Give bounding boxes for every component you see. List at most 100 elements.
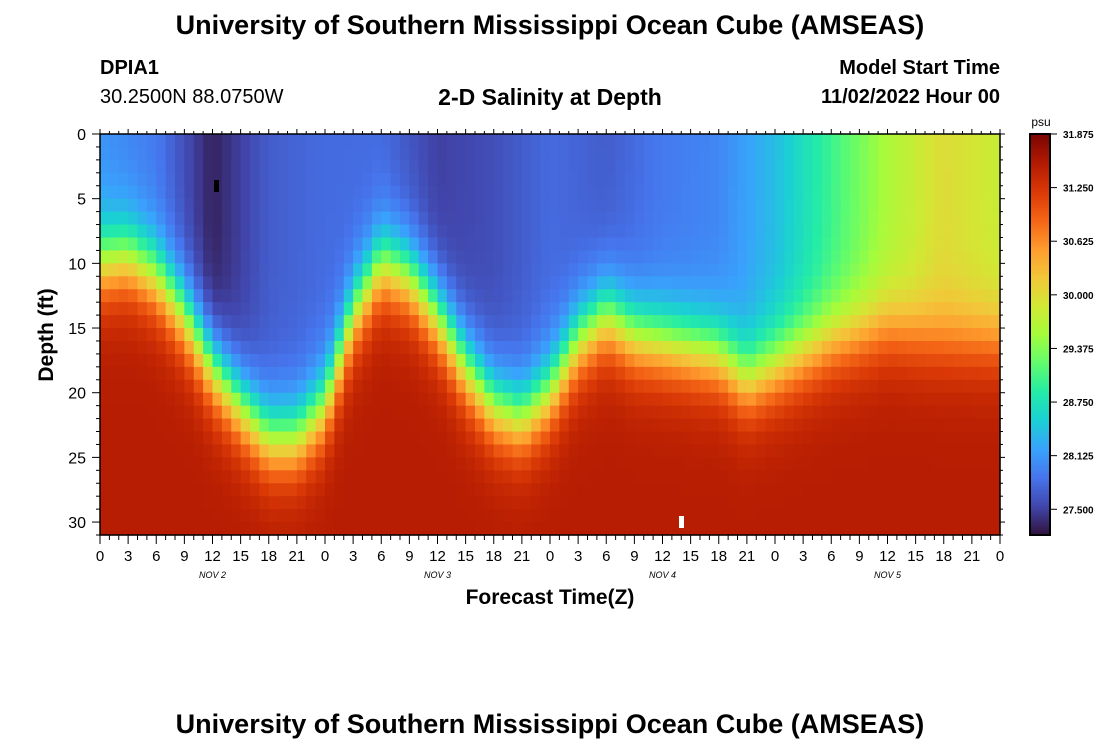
heatmap-cell <box>775 198 785 213</box>
heatmap-cell <box>193 315 204 329</box>
heatmap-cell <box>831 444 842 458</box>
heatmap-cell <box>737 379 748 394</box>
heatmap-cell <box>971 250 982 264</box>
heatmap-cell <box>137 159 148 174</box>
heatmap-cell <box>193 237 204 252</box>
heatmap-cell <box>165 159 176 174</box>
heatmap-cell <box>540 379 551 394</box>
heatmap-cell <box>418 483 429 497</box>
heatmap-cell <box>878 522 889 536</box>
heatmap-cell <box>859 366 870 381</box>
heatmap-cell <box>775 366 785 381</box>
heatmap-cell <box>287 276 298 290</box>
heatmap-cell <box>503 328 514 342</box>
heatmap-cell <box>296 431 307 446</box>
heatmap-cell <box>878 444 889 458</box>
heatmap-cell <box>371 431 382 446</box>
heatmap-cell <box>175 431 185 446</box>
heatmap-cell <box>568 289 579 303</box>
heatmap-cell <box>681 172 692 187</box>
heatmap-cell <box>531 237 542 252</box>
heatmap-cell <box>146 172 157 187</box>
heatmap-cell <box>775 379 785 394</box>
heatmap-cell <box>212 431 223 446</box>
heatmap-cell <box>887 146 898 161</box>
heatmap-cell <box>175 379 185 394</box>
heatmap-cell <box>493 263 504 277</box>
heatmap-cell <box>503 302 514 316</box>
heatmap-cell <box>606 185 617 200</box>
heatmap-cell <box>821 185 832 200</box>
heatmap-cell <box>803 224 814 239</box>
heatmap-cell <box>250 353 260 368</box>
heatmap-cell <box>559 470 570 484</box>
heatmap-cell <box>428 522 439 536</box>
heatmap-cell <box>878 483 889 497</box>
heatmap-cell <box>559 263 570 277</box>
heatmap-cell <box>934 496 945 510</box>
heatmap-cell <box>653 250 664 264</box>
heatmap-cell <box>718 483 729 497</box>
heatmap-cell <box>325 431 335 446</box>
heatmap-cell <box>681 392 692 407</box>
heatmap-cell <box>831 522 842 536</box>
heatmap-cell <box>981 431 992 446</box>
heatmap-cell <box>325 392 335 407</box>
heatmap-cell <box>343 276 354 290</box>
heatmap-cell <box>775 522 785 536</box>
heatmap-cell <box>943 522 954 536</box>
heatmap-cell <box>184 392 195 407</box>
heatmap-cell <box>671 289 682 303</box>
heatmap-cell <box>390 509 401 523</box>
heatmap-cell <box>362 392 373 407</box>
heatmap-cell <box>831 172 842 187</box>
heatmap-cell <box>343 159 354 174</box>
heatmap-cell <box>118 444 129 458</box>
heatmap-cell <box>671 418 682 433</box>
heatmap-cell <box>428 496 439 510</box>
heatmap-cell <box>775 483 785 497</box>
heatmap-cell <box>137 250 148 264</box>
heatmap-cell <box>840 457 851 471</box>
heatmap-cell <box>671 392 682 407</box>
heatmap-cell <box>606 146 617 161</box>
heatmap-cell <box>690 146 701 161</box>
heatmap-cell <box>362 457 373 471</box>
heatmap-cell <box>700 198 710 213</box>
heatmap-cell <box>381 418 392 433</box>
x-tick-label: 12 <box>654 548 671 565</box>
heatmap-cell <box>287 172 298 187</box>
heatmap-cell <box>287 444 298 458</box>
heatmap-cell <box>296 172 307 187</box>
heatmap-cell <box>118 224 129 239</box>
heatmap-cell <box>362 302 373 316</box>
heatmap-cell <box>756 379 767 394</box>
heatmap-cell <box>596 185 607 200</box>
heatmap-cell <box>550 496 560 510</box>
heatmap-cell <box>540 392 551 407</box>
heatmap-cell <box>578 172 589 187</box>
heatmap-cell <box>512 405 523 420</box>
heatmap-cell <box>325 134 335 148</box>
heatmap-cell <box>681 431 692 446</box>
heatmap-cell <box>156 328 167 342</box>
heatmap-cell <box>756 328 767 342</box>
heatmap-cell <box>146 315 157 329</box>
heatmap-cell <box>559 353 570 368</box>
heatmap-cell <box>165 483 176 497</box>
heatmap-cell <box>587 496 598 510</box>
heatmap-cell <box>765 483 776 497</box>
heatmap-cell <box>531 366 542 381</box>
heatmap-cell <box>165 315 176 329</box>
heatmap-cell <box>943 418 954 433</box>
heatmap-cell <box>850 340 860 355</box>
heatmap-cell <box>334 198 345 213</box>
heatmap-cell <box>990 470 1001 484</box>
heatmap-cell <box>868 483 879 497</box>
heatmap-cell <box>184 366 195 381</box>
heatmap-cell <box>184 457 195 471</box>
heatmap-cell <box>728 250 739 264</box>
heatmap-cell <box>596 315 607 329</box>
heatmap-cell <box>325 405 335 420</box>
heatmap-cell <box>615 457 626 471</box>
